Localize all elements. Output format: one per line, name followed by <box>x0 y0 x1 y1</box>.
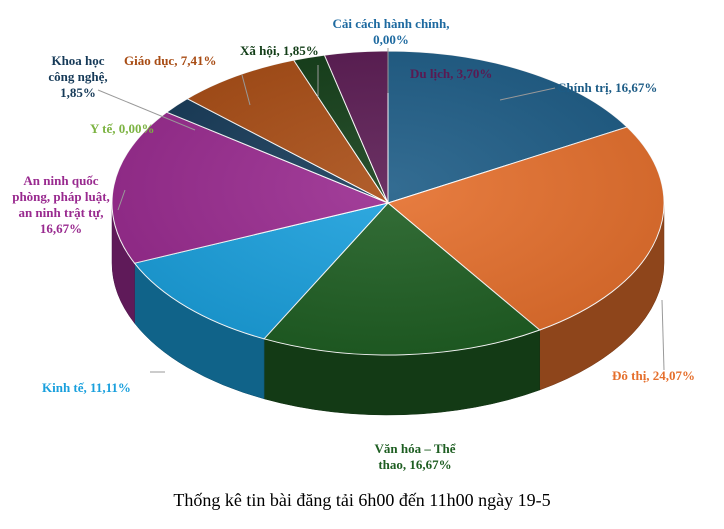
label-khoa-hoc: Khoa học công nghệ, 1,85% <box>48 53 108 100</box>
label-kinh-te: Kinh tế, 11,11% <box>42 380 131 395</box>
leader-chinh-tri <box>499 87 556 101</box>
label-y-te: Y tế, 0,00% <box>90 121 155 136</box>
leader-do-thi <box>661 299 665 371</box>
leader-lines <box>97 48 665 373</box>
pie-gloss <box>112 51 664 355</box>
label-van-hoa-the-thao: Văn hóa – Thể thao, 16,67% <box>374 441 456 472</box>
label-cai-cach: Cải cách hành chính, 0,00% <box>332 16 450 47</box>
leader-giao-duc <box>241 74 251 106</box>
label-giao-duc: Giáo dục, 7,41% <box>124 53 217 68</box>
pie-slices <box>111 50 665 356</box>
leader-an-ninh <box>117 189 126 211</box>
pie-sides <box>111 202 665 416</box>
label-do-thi: Đô thị, 24,07% <box>612 368 696 383</box>
leader-khoa-hoc <box>97 89 196 131</box>
label-an-ninh: An ninh quốc phòng, pháp luật, an ninh t… <box>12 173 110 236</box>
label-chinh-tri: Chính trị, 16,67% <box>557 80 658 95</box>
chart-title: Thống kê tin bài đăng tải 6h00 đến 11h00… <box>173 490 551 510</box>
label-xa-hoi: Xã hội, 1,85% <box>240 43 319 58</box>
label-du-lich: Du lịch, 3,70% <box>410 66 493 81</box>
